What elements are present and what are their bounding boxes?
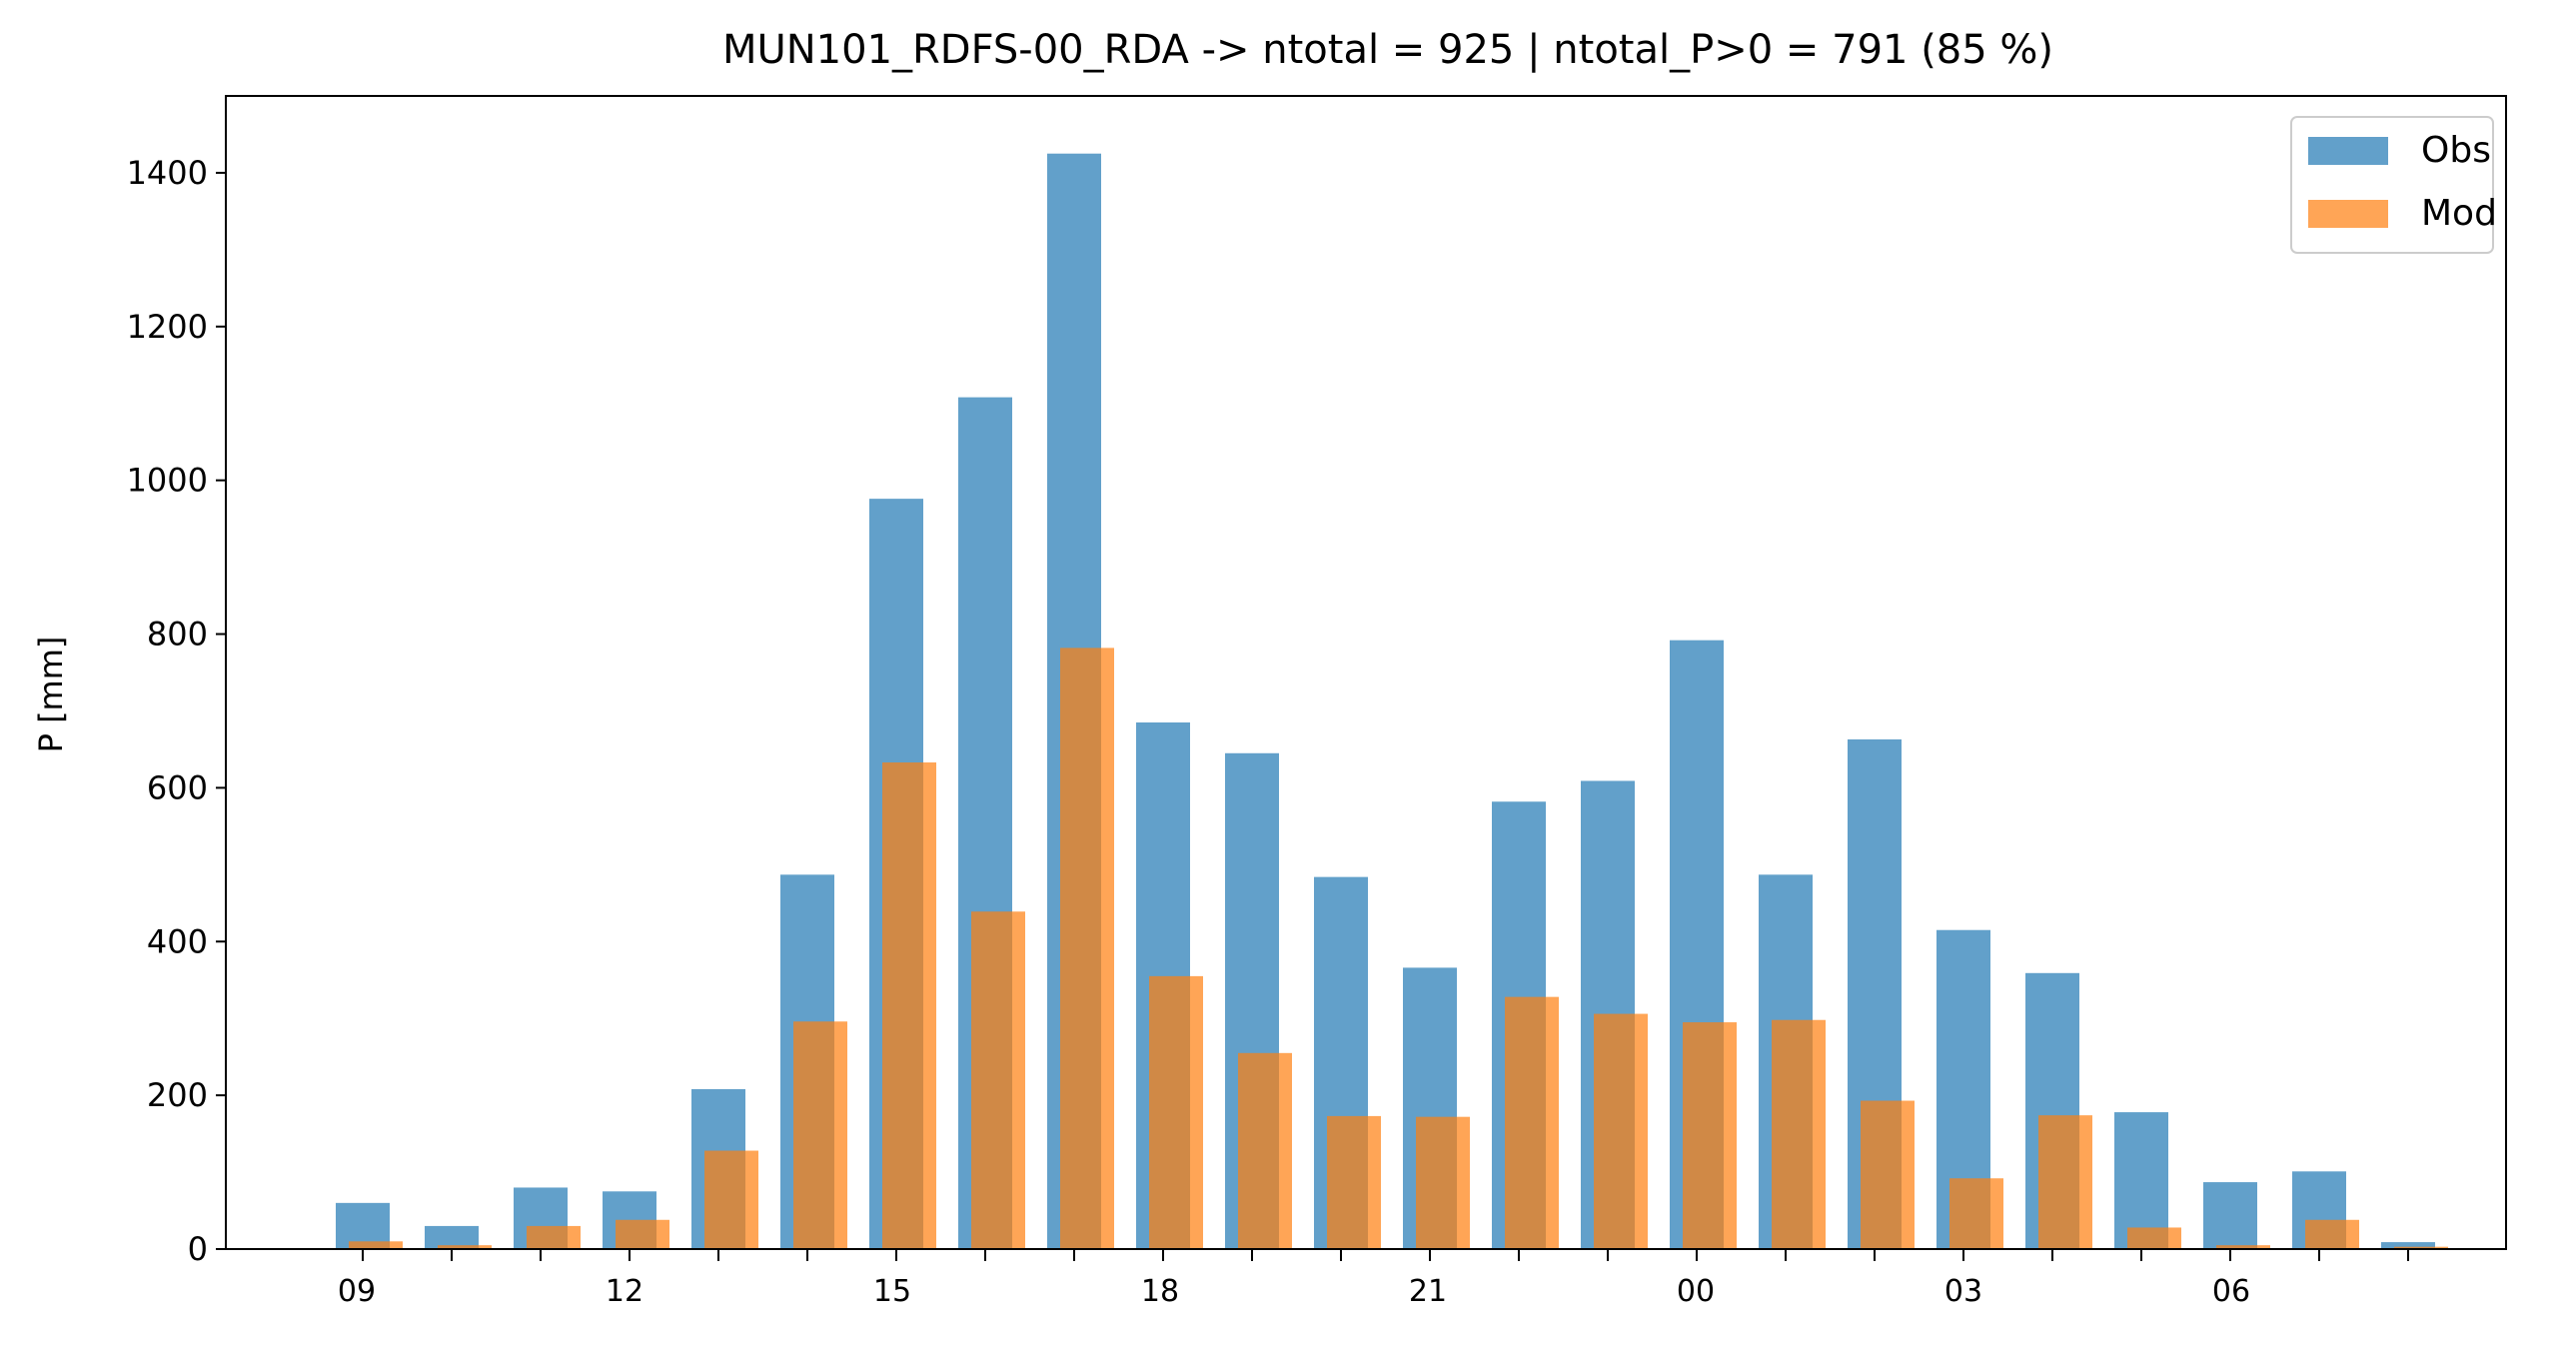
y-tick-label: 600 xyxy=(147,768,208,806)
x-axis: 09 12 15 18 21 00 03 06 xyxy=(338,1249,2409,1309)
bar-mod-07 xyxy=(2394,1246,2448,1249)
bar-obs-07 xyxy=(2381,1242,2435,1249)
y-tick-label: 0 xyxy=(188,1230,208,1268)
bar-mod-01 xyxy=(1861,1100,1915,1249)
bar-mod-09 xyxy=(438,1245,492,1249)
bar-mod-14 xyxy=(882,762,936,1249)
bar-mod-10 xyxy=(527,1225,581,1249)
x-tick-label: 18 xyxy=(1141,1274,1179,1309)
x-tick-label: 21 xyxy=(1409,1274,1447,1309)
y-tick-label: 1200 xyxy=(127,308,208,346)
bar-mod-20 xyxy=(1416,1116,1470,1249)
chart-title: MUN101_RDFS-00_RDA -> ntotal = 925 | nto… xyxy=(722,27,2053,73)
x-tick-label: 15 xyxy=(873,1274,911,1309)
legend-swatch-mod xyxy=(2308,200,2388,228)
y-tick-label: 400 xyxy=(147,922,208,960)
bar-mod-05 xyxy=(2216,1245,2270,1249)
y-tick-label: 200 xyxy=(147,1076,208,1114)
bar-mod-06 xyxy=(2305,1219,2359,1249)
bar-obs-05 xyxy=(2203,1182,2257,1249)
bar-mod-21 xyxy=(1505,996,1559,1249)
y-axis-label: P [mm] xyxy=(32,637,70,753)
y-tick-label: 1000 xyxy=(127,462,208,500)
legend-label-mod: Mod xyxy=(2421,193,2497,234)
bar-mod-16 xyxy=(1060,648,1114,1249)
bar-mod-18 xyxy=(1238,1052,1292,1249)
series-mod xyxy=(349,648,2448,1249)
y-tick-label: 800 xyxy=(147,616,208,654)
bar-mod-04 xyxy=(2127,1227,2181,1249)
bar-mod-23 xyxy=(1683,1022,1737,1249)
y-axis: 0 200 400 600 800 1000 1200 1400 xyxy=(127,154,226,1268)
x-tick-label: 03 xyxy=(1944,1274,1982,1309)
x-tick-label: 09 xyxy=(338,1274,376,1309)
y-tick-label: 1400 xyxy=(127,154,208,192)
bar-mod-13 xyxy=(793,1021,847,1249)
plot-frame xyxy=(225,95,2507,1250)
bars-layer xyxy=(336,153,2448,1250)
bar-mod-02 xyxy=(1949,1178,2003,1249)
bar-mod-15 xyxy=(971,911,1025,1249)
bar-mod-11 xyxy=(616,1219,669,1249)
legend-label-obs: Obs xyxy=(2421,130,2491,171)
bar-mod-19 xyxy=(1327,1115,1381,1249)
bar-obs-04 xyxy=(2114,1112,2168,1249)
bar-obs-09 xyxy=(425,1225,479,1249)
bar-mod-12 xyxy=(704,1150,758,1249)
bar-mod-00 xyxy=(1772,1019,1826,1249)
x-tick-label: 06 xyxy=(2212,1274,2250,1309)
bar-mod-17 xyxy=(1149,975,1203,1249)
x-tick-label: 00 xyxy=(1677,1274,1715,1309)
legend-swatch-obs xyxy=(2308,137,2388,165)
bar-mod-22 xyxy=(1594,1013,1648,1249)
x-tick-label: 12 xyxy=(606,1274,644,1309)
bar-mod-08 xyxy=(349,1241,403,1249)
bar-mod-03 xyxy=(2038,1115,2092,1249)
legend: Obs Mod xyxy=(2290,116,2497,254)
